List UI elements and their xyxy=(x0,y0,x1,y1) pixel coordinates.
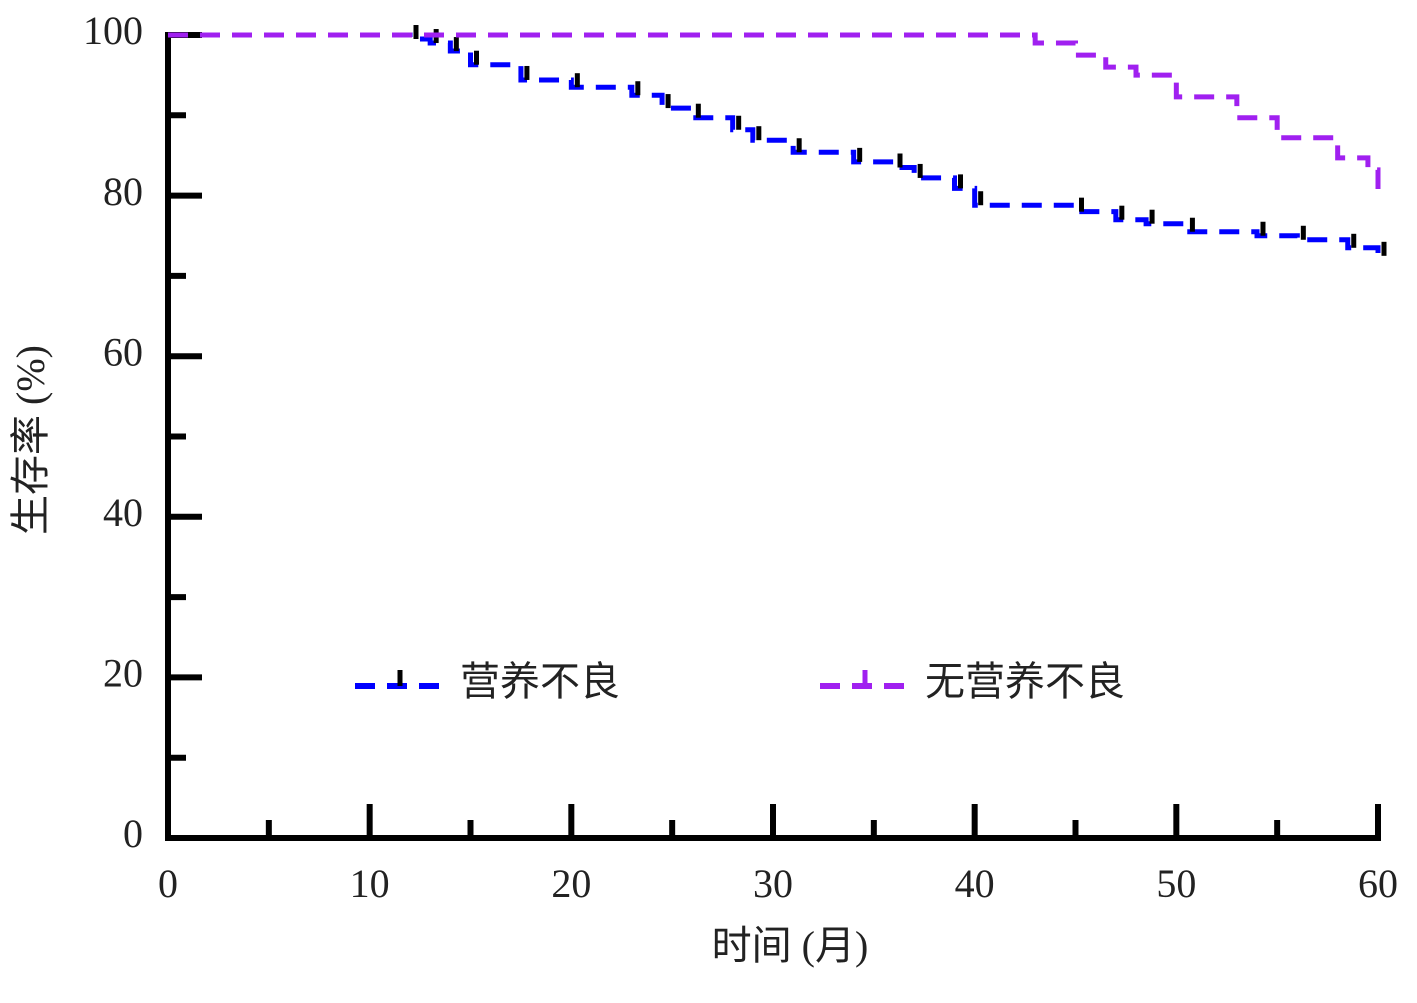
y-tick-label: 0 xyxy=(123,811,143,856)
survival-line xyxy=(168,32,1381,256)
x-tick-label: 30 xyxy=(753,861,793,906)
y-tick-label: 100 xyxy=(83,8,143,53)
legend-label: 营养不良 xyxy=(460,659,620,704)
y-tick-label: 40 xyxy=(103,490,143,535)
y-tick-label: 80 xyxy=(103,169,143,214)
legend-label: 无营养不良 xyxy=(925,659,1125,704)
x-tick-label: 50 xyxy=(1156,861,1196,906)
x-tick-label: 20 xyxy=(551,861,591,906)
x-tick-label: 10 xyxy=(350,861,390,906)
x-axis-label: 时间 (月) xyxy=(712,923,869,968)
x-tick-label: 40 xyxy=(955,861,995,906)
survival-line xyxy=(168,32,1381,200)
y-tick-label: 20 xyxy=(103,651,143,696)
x-tick-label: 0 xyxy=(158,861,178,906)
y-tick-label: 60 xyxy=(103,329,143,374)
y-axis-label: 生存率 (%) xyxy=(8,345,53,535)
x-tick-label: 60 xyxy=(1358,861,1398,906)
